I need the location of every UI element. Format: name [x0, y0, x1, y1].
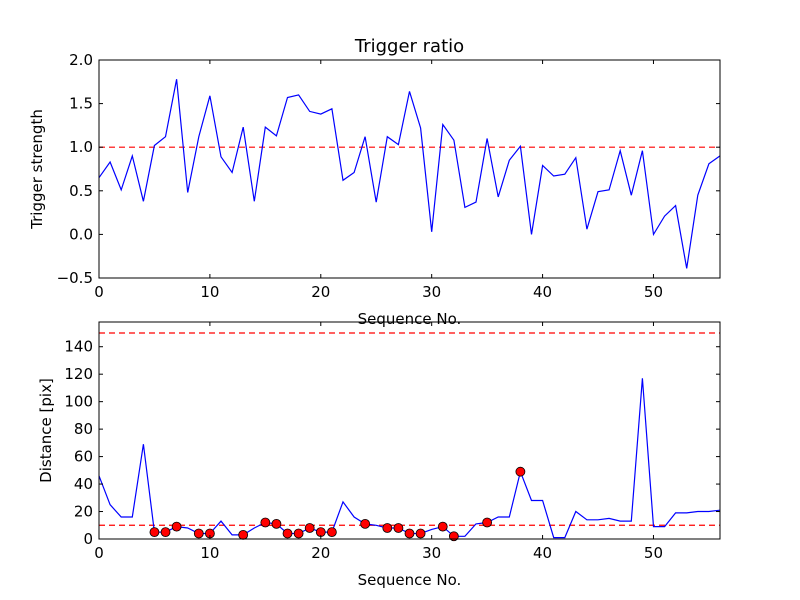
x-tick-label: 0	[94, 544, 104, 562]
data-point-marker	[404, 528, 415, 539]
data-point-marker	[360, 518, 371, 529]
x-axis-label: Sequence No.	[358, 571, 462, 589]
y-tick-label: 2.0	[69, 51, 93, 69]
data-point-marker	[271, 518, 282, 529]
x-tick-label: 40	[533, 283, 552, 301]
x-tick-label: 50	[644, 283, 663, 301]
y-tick-label: 1.5	[69, 95, 93, 113]
y-tick-label: 0.5	[69, 182, 93, 200]
series-line	[98, 79, 721, 269]
data-point-marker	[171, 521, 182, 532]
data-point-marker	[149, 527, 160, 538]
y-axis-label: Distance [pix]	[37, 378, 55, 483]
y-tick-label: 1.0	[69, 138, 93, 156]
x-axis-label: Sequence No.	[358, 310, 462, 328]
chart-title: Trigger ratio	[354, 36, 464, 57]
data-point-marker	[293, 528, 304, 539]
axes-frame	[98, 59, 721, 279]
axes-frame	[98, 321, 721, 540]
y-axis-label: Trigger strength	[28, 109, 46, 230]
data-point-marker	[415, 528, 426, 539]
x-tick-label: 0	[94, 283, 104, 301]
y-tick-label: 60	[74, 448, 93, 466]
data-point-marker	[238, 529, 249, 540]
data-point-marker	[304, 523, 315, 533]
y-tick-label: 0.0	[69, 225, 93, 243]
y-tick-label: 120	[64, 365, 93, 383]
data-point-marker	[482, 517, 493, 528]
plot-distance: 0 10 20 30 40 50 0 20 40 60 80 100 120 140 Sequence No…	[37, 321, 721, 589]
data-point-marker	[260, 517, 271, 528]
x-tick-label: 50	[644, 544, 663, 562]
y-tick-label: 80	[74, 420, 93, 438]
x-tick-label: 30	[422, 544, 441, 562]
plot-trigger-ratio: 0 10 20 30 40 50 −0.5 0.0 0.5 1.0 1.5 2.0 Sequence N…	[28, 36, 721, 328]
x-tick-label: 30	[422, 283, 441, 301]
x-tick-label: 40	[533, 544, 552, 562]
data-point-marker	[515, 466, 526, 477]
data-point-marker	[193, 528, 204, 539]
y-tick-label: 20	[74, 503, 93, 521]
y-tick-label: 40	[74, 475, 93, 493]
x-tick-label: 10	[200, 283, 219, 301]
data-point-marker	[160, 527, 171, 538]
data-point-marker	[382, 523, 393, 533]
data-point-marker	[282, 528, 293, 539]
x-tick-label: 20	[311, 283, 330, 301]
data-point-marker	[393, 523, 404, 533]
data-point-marker	[326, 527, 337, 538]
data-point-marker	[437, 521, 448, 532]
y-tick-label: 100	[64, 393, 93, 411]
y-tick-label: 0	[83, 530, 93, 548]
y-tick-label: 140	[64, 338, 93, 356]
y-tick-label: −0.5	[57, 269, 93, 287]
x-tick-label: 10	[200, 544, 219, 562]
x-tick-label: 20	[311, 544, 330, 562]
